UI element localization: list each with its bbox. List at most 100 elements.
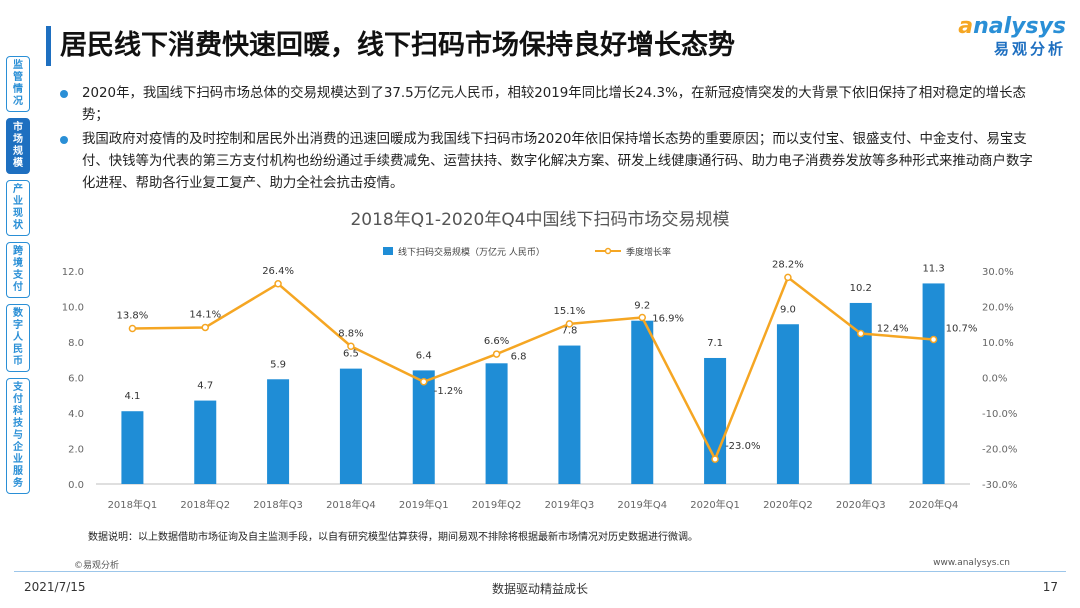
legend-line-label: 季度增长率 xyxy=(626,246,671,258)
growth-rate-label: -1.2% xyxy=(434,386,463,397)
side-nav-item-regulation[interactable]: 监管情况 xyxy=(6,56,30,112)
x-tick-label: 2020年Q2 xyxy=(763,498,813,511)
bar xyxy=(704,357,727,484)
bar xyxy=(194,400,217,484)
bullet-item: 我国政府对疫情的及时控制和居民外出消费的迅速回暖成为我国线下扫码市场2020年依… xyxy=(60,129,1040,195)
growth-rate-point xyxy=(784,273,792,282)
x-tick-label: 2018年Q1 xyxy=(108,498,158,511)
bar-value-label: 9.2 xyxy=(634,301,650,312)
y-right-tick-label: 10.0% xyxy=(982,338,1014,349)
source-credit: ©易观分析 xyxy=(74,561,120,571)
logo-chinese-name: 易观分析 xyxy=(993,40,1066,58)
y-right-tick-label: -20.0% xyxy=(982,445,1017,456)
bar xyxy=(267,379,290,484)
growth-rate-point xyxy=(492,350,501,358)
growth-rate-label: 14.1% xyxy=(189,309,221,320)
bullet-text: 2020年，我国线下扫码市场总体的交易规模达到了37.5万亿元人民币，相较201… xyxy=(82,86,1026,123)
y-right-tick-label: 30.0% xyxy=(982,267,1014,278)
growth-rate-point xyxy=(347,342,355,351)
bar-value-label: 10.2 xyxy=(850,283,872,294)
x-tick-label: 2020年Q1 xyxy=(690,498,740,511)
bar xyxy=(776,324,799,484)
x-tick-label: 2019年Q3 xyxy=(545,498,595,511)
growth-rate-label: 16.9% xyxy=(652,314,684,325)
growth-rate-label: 13.8% xyxy=(117,311,149,322)
growth-rate-label: 6.6% xyxy=(484,336,509,347)
growth-rate-label: 10.7% xyxy=(946,324,978,335)
y-left-tick-label: 6.0 xyxy=(68,374,84,385)
page-title: 居民线下消费快速回暖，线下扫码市场保持良好增长态势 xyxy=(60,30,735,61)
logo-wordmark: analysys xyxy=(958,14,1066,39)
growth-rate-point xyxy=(929,335,938,344)
bullet-list: 2020年，我国线下扫码市场总体的交易规模达到了37.5万亿元人民币，相较201… xyxy=(60,83,1040,197)
x-tick-label: 2019年Q4 xyxy=(617,498,667,511)
growth-rate-label: 26.4% xyxy=(262,266,294,277)
x-tick-label: 2019年Q2 xyxy=(472,498,522,511)
bar xyxy=(339,368,362,484)
y-left-tick-label: 0.0 xyxy=(68,480,84,491)
bar-value-label: 4.1 xyxy=(124,391,140,402)
x-tick-label: 2018年Q4 xyxy=(326,498,376,511)
growth-rate-point xyxy=(711,455,719,463)
legend-line-marker xyxy=(604,247,612,255)
growth-rate-label: 8.8% xyxy=(338,328,363,339)
bar xyxy=(558,345,581,484)
growth-rate-point xyxy=(565,320,574,328)
y-right-tick-label: 0.0% xyxy=(982,374,1007,385)
footer-date: 2021/7/15 xyxy=(24,580,86,594)
side-nav-item-paytech[interactable]: 支付科技与企业服务 xyxy=(6,378,30,494)
footer-divider xyxy=(14,571,1066,572)
bar-value-label: 6.8 xyxy=(511,351,527,362)
bar-value-label: 6.5 xyxy=(343,349,359,360)
bullet-item: 2020年，我国线下扫码市场总体的交易规模达到了37.5万亿元人民币，相较201… xyxy=(60,83,1040,127)
side-nav-item-industry[interactable]: 产业现状 xyxy=(6,180,30,236)
growth-rate-label: 28.2% xyxy=(772,259,804,270)
x-tick-label: 2019年Q1 xyxy=(399,498,449,511)
website-url[interactable]: www.analysys.cn xyxy=(933,558,1010,568)
legend-bar-swatch xyxy=(383,247,393,255)
x-tick-label: 2018年Q3 xyxy=(253,498,303,511)
title-accent-bar xyxy=(46,26,51,66)
bar xyxy=(922,283,945,484)
growth-rate-line xyxy=(132,276,934,461)
growth-rate-point xyxy=(857,329,865,338)
bar-value-label: 7.1 xyxy=(707,338,723,349)
bar xyxy=(849,302,872,484)
growth-rate-point xyxy=(201,323,209,332)
bar-value-label: 7.8 xyxy=(561,326,577,337)
data-note: 数据说明：以上数据借助市场征询及自主监测手段，以自有研究模型估算获得，期间易观不… xyxy=(88,532,698,543)
x-tick-label: 2020年Q3 xyxy=(836,498,886,511)
bar xyxy=(412,370,435,484)
x-tick-label: 2020年Q4 xyxy=(909,498,959,511)
y-left-tick-label: 8.0 xyxy=(68,338,84,349)
legend-bar-label: 线下扫码交易规模（万亿元 人民币） xyxy=(398,246,545,258)
x-tick-label: 2018年Q2 xyxy=(180,498,230,511)
bullet-dot-icon xyxy=(60,90,68,98)
y-right-tick-label: 20.0% xyxy=(982,303,1014,314)
bar xyxy=(121,411,144,484)
side-nav-item-cross-border[interactable]: 跨境支付 xyxy=(6,242,30,298)
bar-value-label: 11.3 xyxy=(922,263,944,274)
analysys-logo: analysys 易观分析 xyxy=(926,14,1066,58)
growth-rate-label: -23.0% xyxy=(725,441,760,452)
page-number: 17 xyxy=(1042,580,1058,594)
side-nav-item-digital-rmb[interactable]: 数字人民币 xyxy=(6,304,30,372)
bar-value-label: 5.9 xyxy=(270,359,286,370)
bar xyxy=(631,320,654,484)
y-right-tick-label: -30.0% xyxy=(982,480,1017,491)
y-right-tick-label: -10.0% xyxy=(982,409,1017,420)
growth-rate-point xyxy=(274,280,282,288)
chart-title: 2018年Q1-2020年Q4中国线下扫码市场交易规模 xyxy=(350,210,729,230)
bar-value-label: 6.4 xyxy=(416,350,432,361)
y-left-tick-label: 10.0 xyxy=(62,303,84,314)
side-nav: 监管情况 市场规模 产业现状 跨境支付 数字人民币 支付科技与企业服务 xyxy=(6,56,32,500)
growth-rate-point xyxy=(638,313,646,322)
footer-slogan: 数据驱动精益成长 xyxy=(491,582,588,596)
growth-rate-point xyxy=(128,324,137,333)
bar-value-label: 9.0 xyxy=(780,304,796,315)
bar xyxy=(485,363,508,484)
bar-value-label: 4.7 xyxy=(197,381,213,392)
bullet-dot-icon xyxy=(60,136,68,144)
y-left-tick-label: 12.0 xyxy=(62,267,84,278)
side-nav-item-market-size[interactable]: 市场规模 xyxy=(6,118,30,174)
